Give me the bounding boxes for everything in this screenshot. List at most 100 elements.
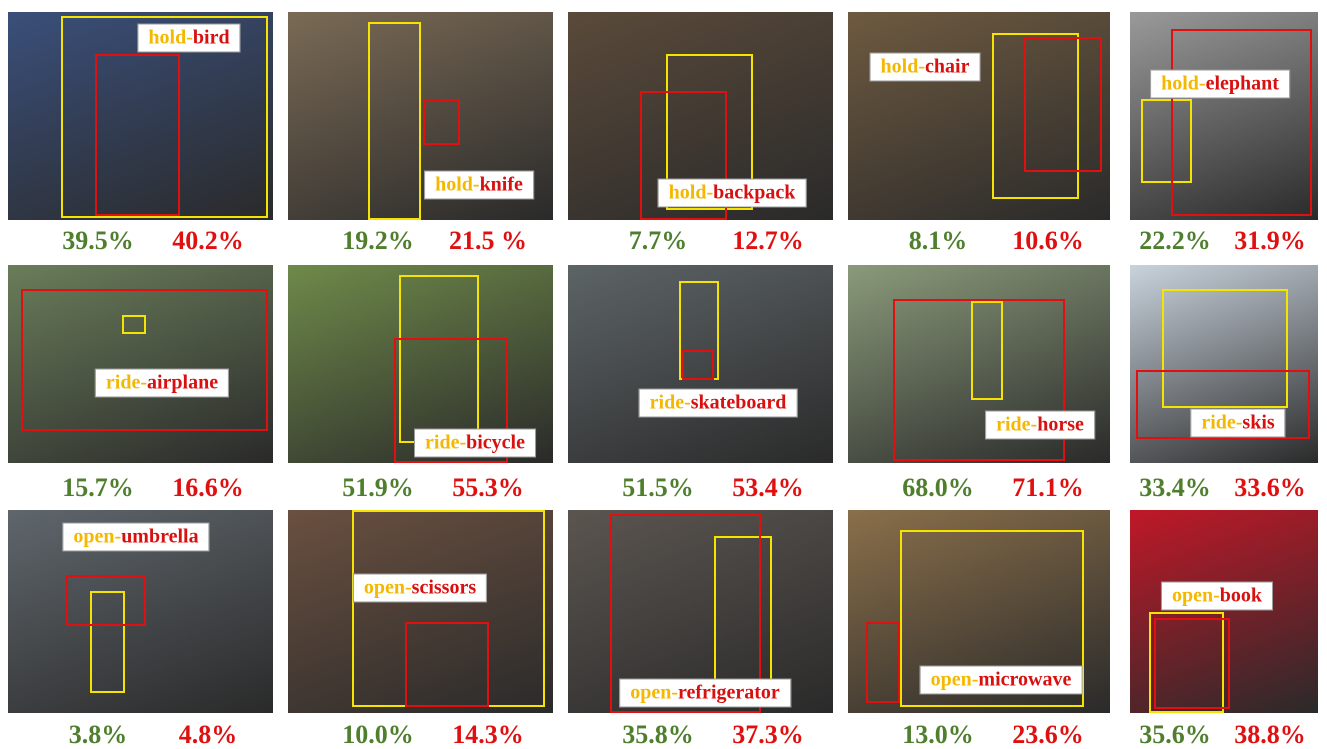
object: bicycle xyxy=(466,431,525,454)
object: elephant xyxy=(1205,72,1279,95)
photo xyxy=(848,12,1110,220)
our-score: 4.8% xyxy=(178,720,238,749)
baseline-score: 22.2% xyxy=(1139,226,1211,255)
verb: open- xyxy=(1171,584,1220,607)
object-box xyxy=(394,338,508,463)
verb: open- xyxy=(630,681,679,704)
verb: hold- xyxy=(435,173,480,196)
interaction-label: hold-bird xyxy=(137,23,241,53)
object: skateboard xyxy=(690,391,787,414)
object: refrigerator xyxy=(678,681,780,704)
object: microwave xyxy=(978,668,1072,691)
verb: hold- xyxy=(880,55,926,78)
baseline-score: 8.1% xyxy=(908,226,968,255)
our-score: 14.3% xyxy=(452,720,524,749)
our-score: 31.9% xyxy=(1234,226,1306,255)
baseline-score: 19.2% xyxy=(342,226,414,255)
verb: hold- xyxy=(148,26,193,49)
verb: open- xyxy=(73,525,122,548)
verb: ride- xyxy=(1201,411,1243,434)
object: scissors xyxy=(411,576,477,599)
baseline-score: 33.4% xyxy=(1139,473,1211,502)
object: book xyxy=(1219,584,1263,607)
baseline-score: 15.7% xyxy=(62,473,134,502)
object-box xyxy=(423,99,461,146)
our-score: 33.6% xyxy=(1234,473,1306,502)
our-score: 16.6% xyxy=(172,473,244,502)
object-box xyxy=(1171,28,1313,216)
verb: open- xyxy=(930,668,979,691)
human-box xyxy=(992,32,1079,200)
human-box xyxy=(1161,288,1288,408)
human-box xyxy=(90,591,125,693)
photo xyxy=(1130,510,1318,713)
object-box xyxy=(404,621,490,707)
our-score: 40.2% xyxy=(172,226,244,255)
interaction-label: open-refrigerator xyxy=(619,678,791,708)
photo xyxy=(568,265,833,463)
object-box xyxy=(1023,36,1103,173)
baseline-score: 68.0% xyxy=(902,473,974,502)
our-score: 53.4% xyxy=(732,473,804,502)
human-box xyxy=(971,300,1003,400)
object: umbrella xyxy=(121,525,199,548)
human-box xyxy=(1148,611,1224,713)
interaction-label: hold-elephant xyxy=(1150,69,1290,99)
interaction-label: hold-chair xyxy=(869,52,981,82)
baseline-score: 7.7% xyxy=(628,226,688,255)
baseline-score: 51.5% xyxy=(622,473,694,502)
object: chair xyxy=(925,55,970,78)
object-box xyxy=(866,621,901,703)
object: bird xyxy=(192,26,230,49)
object-box xyxy=(95,53,181,216)
baseline-score: 35.6% xyxy=(1139,720,1211,749)
object: backpack xyxy=(713,181,796,204)
baseline-score: 51.9% xyxy=(342,473,414,502)
verb: hold- xyxy=(668,181,714,204)
human-box xyxy=(900,530,1084,707)
human-box xyxy=(367,22,421,220)
object: knife xyxy=(479,173,523,196)
object-box xyxy=(1135,369,1311,440)
verb: ride- xyxy=(996,413,1038,436)
interaction-label: hold-backpack xyxy=(657,178,807,208)
object: horse xyxy=(1037,413,1084,436)
our-score: 21.5 % xyxy=(449,226,527,255)
interaction-label: ride-horse xyxy=(985,410,1095,440)
object: airplane xyxy=(146,371,219,394)
interaction-label: hold-knife xyxy=(424,170,534,200)
verb: open- xyxy=(363,576,412,599)
object-box xyxy=(1154,617,1230,709)
our-score: 12.7% xyxy=(732,226,804,255)
object-box xyxy=(681,350,714,380)
human-box xyxy=(1141,99,1193,183)
baseline-score: 13.0% xyxy=(902,720,974,749)
interaction-label: open-book xyxy=(1160,581,1274,611)
object-box xyxy=(639,91,727,220)
verb: ride- xyxy=(105,371,147,394)
interaction-label: ride-airplane xyxy=(94,368,230,398)
our-score: 10.6% xyxy=(1012,226,1084,255)
human-box xyxy=(121,314,146,335)
object-box xyxy=(21,288,268,432)
interaction-label: open-microwave xyxy=(919,665,1083,695)
photo xyxy=(1130,12,1318,220)
interaction-label: ride-skis xyxy=(1190,408,1286,438)
object-box xyxy=(892,298,1066,462)
our-score: 55.3% xyxy=(452,473,524,502)
verb: hold- xyxy=(1161,72,1206,95)
object-box xyxy=(66,574,146,626)
our-score: 37.3% xyxy=(732,720,804,749)
photo xyxy=(8,265,273,463)
interaction-label: open-umbrella xyxy=(62,522,210,552)
human-box xyxy=(61,16,268,218)
baseline-score: 39.5% xyxy=(62,226,134,255)
verb: ride- xyxy=(425,431,467,454)
interaction-label: ride-skateboard xyxy=(638,388,798,418)
our-score: 71.1% xyxy=(1012,473,1084,502)
baseline-score: 10.0% xyxy=(342,720,414,749)
baseline-score: 35.8% xyxy=(622,720,694,749)
object-box xyxy=(610,514,762,713)
our-score: 23.6% xyxy=(1012,720,1084,749)
